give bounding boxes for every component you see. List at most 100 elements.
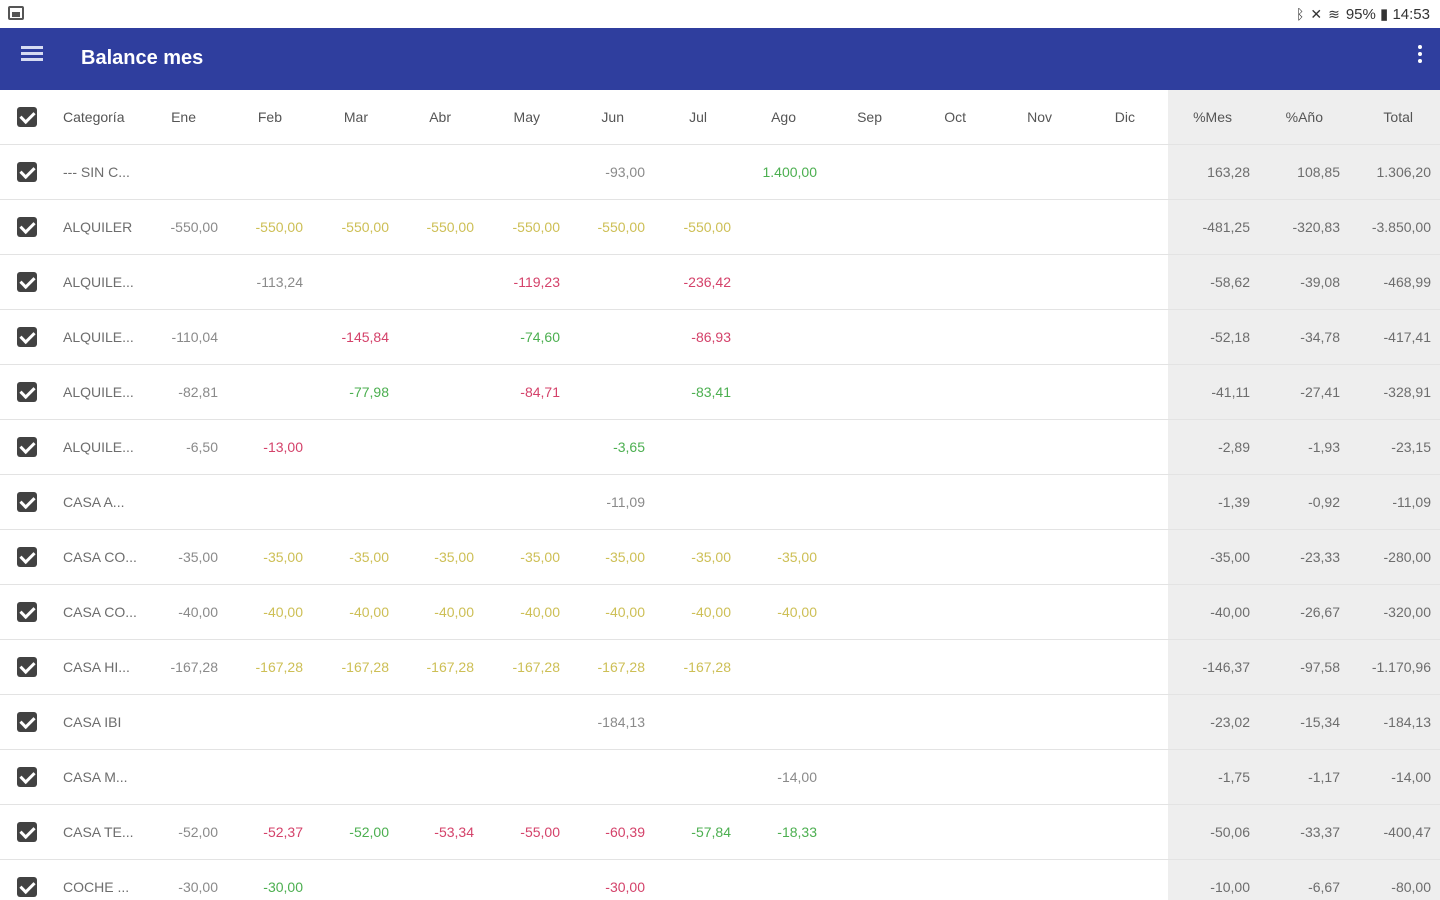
row-checkbox[interactable] bbox=[17, 657, 37, 677]
page-title: Balance mes bbox=[81, 47, 204, 69]
summary-cell: -6,67 bbox=[1308, 879, 1340, 895]
month-value-cell: -40,00 bbox=[434, 604, 474, 620]
month-value-cell: -35,00 bbox=[434, 549, 474, 565]
table-row[interactable]: CASA A... -11,09 -1,39 -0,92 -11,09 bbox=[0, 475, 1440, 530]
column-header[interactable]: Ago bbox=[771, 109, 796, 125]
table-row[interactable]: COCHE ... -30,00 -30,00 -30,00 -10,00 -6,67 -8… bbox=[0, 860, 1440, 900]
column-header[interactable]: Mar bbox=[343, 109, 368, 125]
summary-cell: -10,00 bbox=[1210, 879, 1250, 895]
column-header[interactable]: %Mes bbox=[1193, 109, 1232, 125]
wifi-icon: ≋ bbox=[1328, 5, 1340, 22]
row-checkbox[interactable] bbox=[17, 437, 37, 457]
status-indicators: ᛒ ✕ ≋ 95% ▮ 14:53 bbox=[1296, 5, 1430, 24]
column-header[interactable]: Total bbox=[1383, 109, 1413, 125]
month-value-cell: -110,04 bbox=[171, 329, 218, 345]
table-row[interactable]: CASA HI... -167,28 -167,28 -167,28 -167,28 -1… bbox=[0, 640, 1440, 695]
summary-cell: -417,41 bbox=[1383, 329, 1431, 345]
table-row[interactable]: CASA TE... -52,00 -52,37 -52,00 -53,34 -55,00… bbox=[0, 805, 1440, 860]
month-value-cell: -40,00 bbox=[605, 604, 645, 620]
column-header-categoria[interactable]: Categoría bbox=[63, 109, 125, 125]
battery-time-text: 95% ▮ 14:53 bbox=[1345, 6, 1430, 23]
category-name: CASA M... bbox=[63, 769, 128, 785]
table-row[interactable]: CASA CO... -35,00 -35,00 -35,00 -35,00 -35,00… bbox=[0, 530, 1440, 585]
row-checkbox[interactable] bbox=[17, 382, 37, 402]
menu-icon[interactable] bbox=[21, 46, 43, 64]
month-value-cell: -35,00 bbox=[605, 549, 645, 565]
table-row[interactable]: ALQUILE... -110,04 -145,84 -74,60 -86,93 -52,… bbox=[0, 310, 1440, 365]
table-row[interactable]: ALQUILE... -113,24 -119,23 -236,42 -58,62 -39… bbox=[0, 255, 1440, 310]
row-checkbox[interactable] bbox=[17, 877, 37, 897]
month-value-cell: -35,00 bbox=[263, 549, 303, 565]
month-value-cell: -60,39 bbox=[605, 824, 645, 840]
row-checkbox[interactable] bbox=[17, 602, 37, 622]
month-value-cell: -35,00 bbox=[691, 549, 731, 565]
table-row[interactable]: ALQUILE... -82,81 -77,98 -84,71 -83,41 -41,11… bbox=[0, 365, 1440, 420]
month-value-cell: -40,00 bbox=[777, 604, 817, 620]
column-header[interactable]: May bbox=[513, 109, 540, 125]
summary-cell: -11,09 bbox=[1392, 494, 1431, 510]
row-checkbox[interactable] bbox=[17, 272, 37, 292]
month-value-cell: -145,84 bbox=[341, 329, 389, 345]
balance-table: Categoría Ene Feb Mar Abr May Jun Jul Ago Sep Oct N… bbox=[0, 90, 1440, 900]
table-row[interactable]: --- SIN C... -93,00 1.400,00 163,28 108,85 1.… bbox=[0, 145, 1440, 200]
category-name: ALQUILE... bbox=[63, 439, 134, 455]
more-options-icon[interactable] bbox=[1416, 45, 1424, 67]
column-header[interactable]: Nov bbox=[1027, 109, 1052, 125]
column-header[interactable]: Sep bbox=[857, 109, 882, 125]
month-value-cell: -6,50 bbox=[186, 439, 218, 455]
month-value-cell: -57,84 bbox=[691, 824, 731, 840]
table-row[interactable]: ALQUILER -550,00 -550,00 -550,00 -550,00 -550… bbox=[0, 200, 1440, 255]
month-value-cell: -167,28 bbox=[255, 659, 303, 675]
month-value-cell: -30,00 bbox=[178, 879, 218, 895]
month-value-cell: -93,00 bbox=[605, 164, 645, 180]
row-checkbox[interactable] bbox=[17, 327, 37, 347]
category-name: --- SIN C... bbox=[63, 164, 130, 180]
column-header[interactable]: Jul bbox=[689, 109, 707, 125]
category-name: ALQUILE... bbox=[63, 384, 134, 400]
category-name: CASA IBI bbox=[63, 714, 122, 730]
table-row[interactable]: CASA CO... -40,00 -40,00 -40,00 -40,00 -40,00… bbox=[0, 585, 1440, 640]
column-header[interactable]: Feb bbox=[257, 109, 282, 125]
row-checkbox[interactable] bbox=[17, 547, 37, 567]
table-row[interactable]: CASA IBI -184,13 -23,02 -15,34 -184,13 bbox=[0, 695, 1440, 750]
summary-cell: -97,58 bbox=[1300, 659, 1340, 675]
month-value-cell: -83,41 bbox=[691, 384, 731, 400]
summary-cell: 163,28 bbox=[1207, 164, 1250, 180]
summary-cell: -14,00 bbox=[1391, 769, 1431, 785]
summary-cell: -1,39 bbox=[1218, 494, 1250, 510]
column-header[interactable]: %Año bbox=[1285, 109, 1323, 125]
summary-cell: -33,37 bbox=[1300, 824, 1340, 840]
category-name: ALQUILER bbox=[63, 219, 133, 235]
month-value-cell: -13,00 bbox=[263, 439, 303, 455]
column-header[interactable]: Abr bbox=[429, 109, 451, 125]
row-checkbox[interactable] bbox=[17, 162, 37, 182]
category-name: ALQUILE... bbox=[63, 274, 134, 290]
summary-cell: 108,85 bbox=[1297, 164, 1340, 180]
select-all-checkbox[interactable] bbox=[17, 107, 37, 127]
row-checkbox[interactable] bbox=[17, 217, 37, 237]
summary-cell: -27,41 bbox=[1300, 384, 1340, 400]
month-value-cell: -55,00 bbox=[520, 824, 560, 840]
table-row[interactable]: ALQUILE... -6,50 -13,00 -3,65 -2,89 -1,93 -23,… bbox=[0, 420, 1440, 475]
row-checkbox[interactable] bbox=[17, 712, 37, 732]
summary-cell: -58,62 bbox=[1210, 274, 1250, 290]
month-value-cell: -35,00 bbox=[178, 549, 218, 565]
column-header[interactable]: Ene bbox=[171, 109, 196, 125]
row-checkbox[interactable] bbox=[17, 492, 37, 512]
summary-cell: -35,00 bbox=[1210, 549, 1250, 565]
column-header[interactable]: Dic bbox=[1114, 109, 1135, 125]
row-checkbox[interactable] bbox=[17, 822, 37, 842]
summary-cell: -34,78 bbox=[1300, 329, 1340, 345]
table-row[interactable]: CASA M... -14,00 -1,75 -1,17 -14,00 bbox=[0, 750, 1440, 805]
month-value-cell: -30,00 bbox=[605, 879, 645, 895]
category-name: CASA CO... bbox=[63, 604, 137, 620]
column-header[interactable]: Jun bbox=[601, 109, 624, 125]
category-name: CASA CO... bbox=[63, 549, 137, 565]
month-value-cell: -52,00 bbox=[178, 824, 218, 840]
column-header[interactable]: Oct bbox=[944, 109, 966, 125]
summary-cell: -40,00 bbox=[1210, 604, 1250, 620]
summary-cell: -1,17 bbox=[1308, 769, 1340, 785]
summary-cell: -3.850,00 bbox=[1371, 219, 1431, 235]
month-value-cell: -35,00 bbox=[520, 549, 560, 565]
row-checkbox[interactable] bbox=[17, 767, 37, 787]
